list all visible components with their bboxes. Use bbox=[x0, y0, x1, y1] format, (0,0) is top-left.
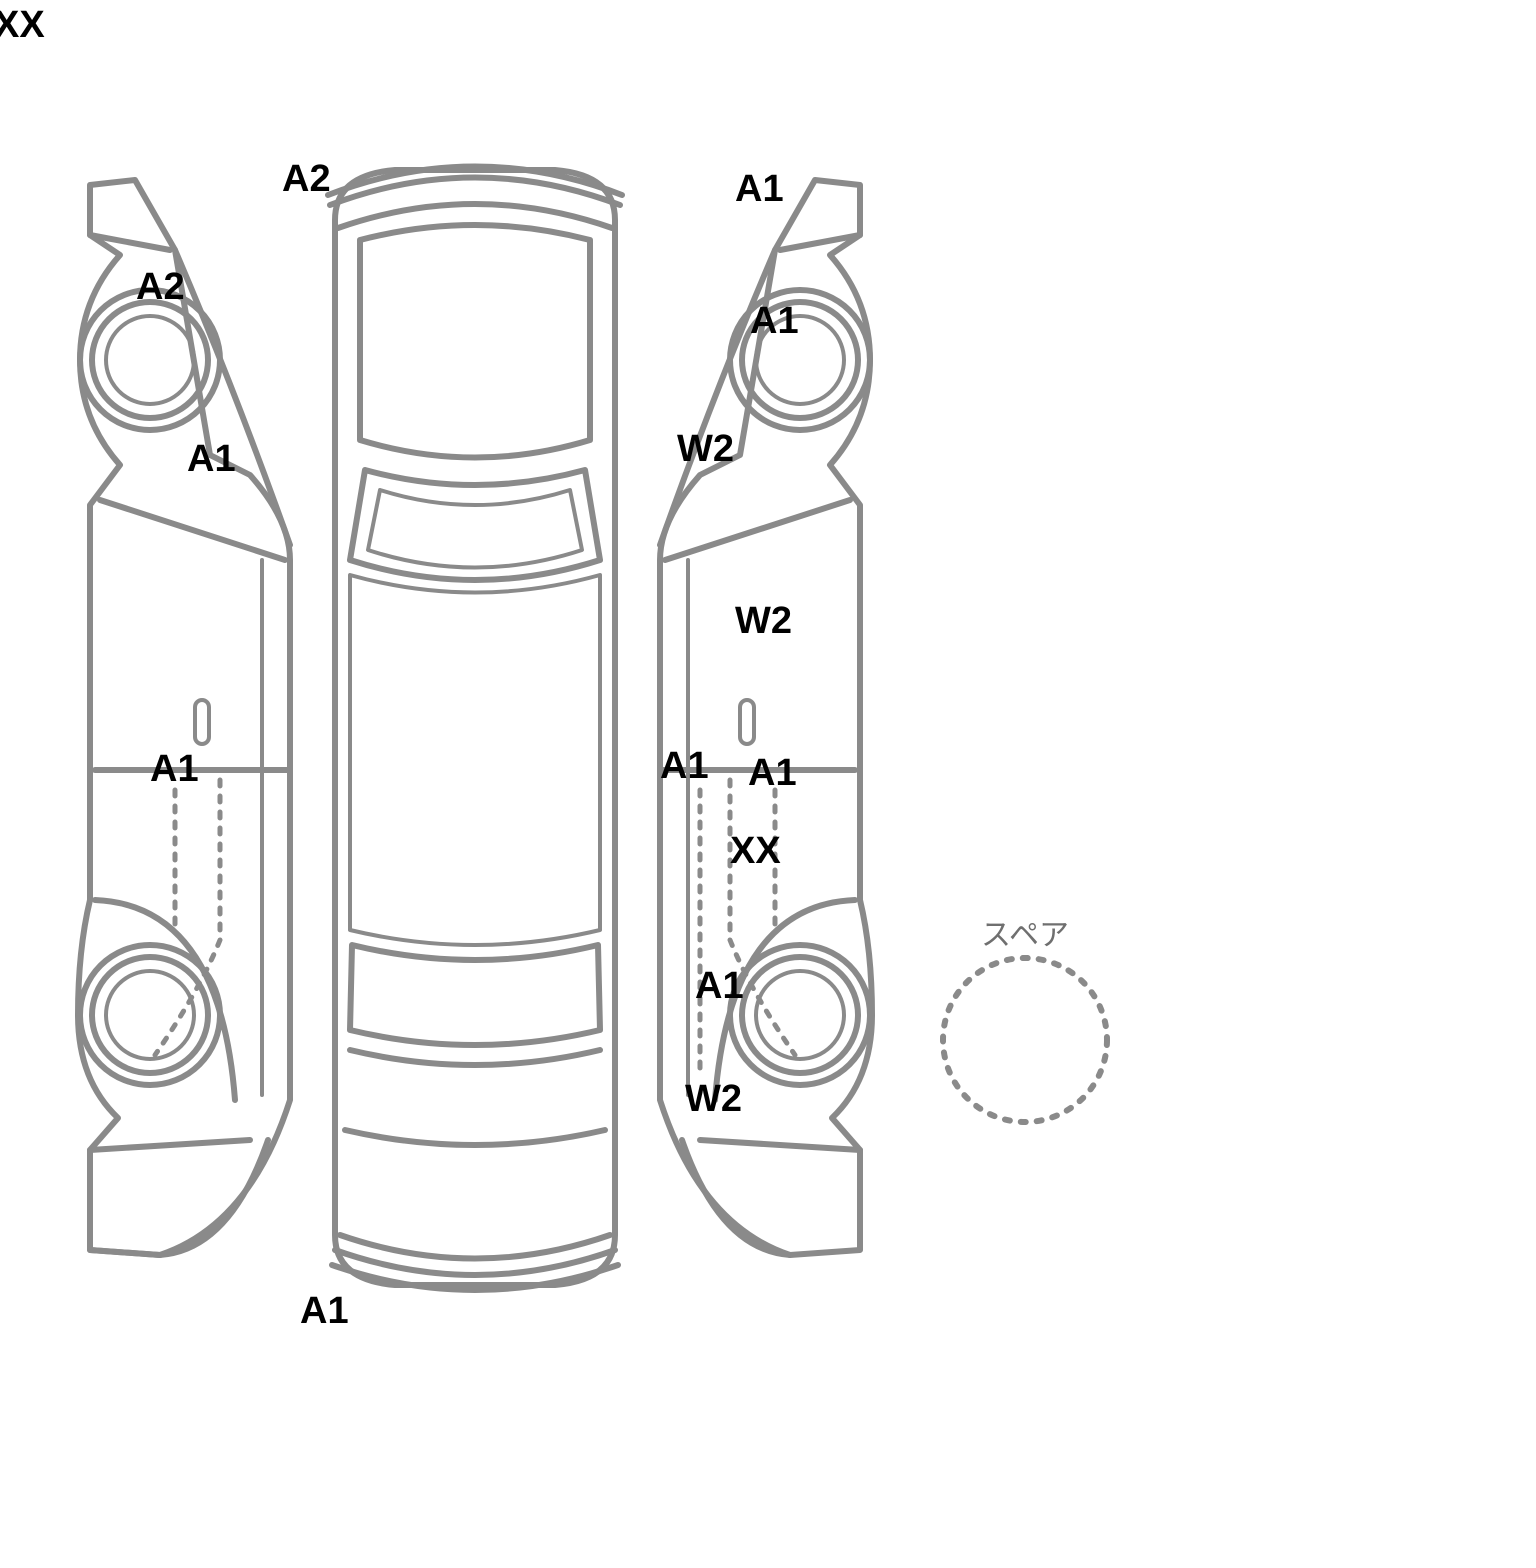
label-rear-bumper-a1: A1 bbox=[300, 1290, 349, 1333]
label-right-door-w2: W2 bbox=[735, 600, 792, 643]
label-right-door-a1-r: A1 bbox=[748, 752, 797, 795]
vehicle-damage-diagram: スペア XX A2 A2 A1 A1 A1 A1 A1 W2 W2 A1 A1 … bbox=[0, 0, 1536, 1568]
label-right-fender-a1b: A1 bbox=[750, 300, 799, 343]
label-left-pillar-a1: A1 bbox=[187, 438, 236, 481]
label-left-door-a1: A1 bbox=[150, 748, 199, 791]
label-right-door-a1-l: A1 bbox=[660, 745, 709, 788]
label-right-rocker-xx: XX bbox=[730, 830, 781, 873]
spare-tire bbox=[943, 958, 1107, 1122]
label-right-rear-w2: W2 bbox=[685, 1078, 742, 1121]
label-front-bumper-a2: A2 bbox=[282, 158, 331, 201]
left-side-view bbox=[78, 180, 290, 1255]
top-view bbox=[328, 167, 622, 1291]
label-right-fender-a1a: A1 bbox=[735, 168, 784, 211]
label-right-pillar-w2: W2 bbox=[677, 428, 734, 471]
label-right-qtr-a1: A1 bbox=[695, 965, 744, 1008]
label-top-left-xx: XX bbox=[0, 4, 45, 47]
spare-label: スペア bbox=[981, 919, 1069, 952]
label-left-fender-a2: A2 bbox=[136, 266, 185, 309]
